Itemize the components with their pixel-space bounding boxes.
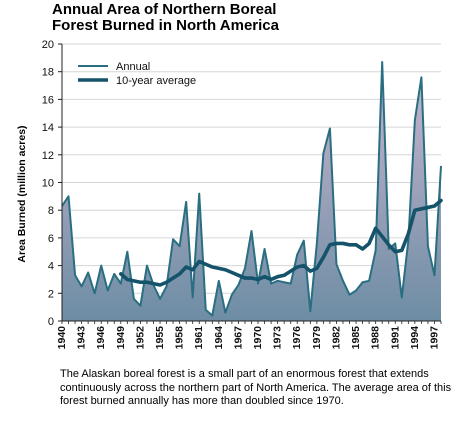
x-tick-label: 1946 [95,326,107,350]
x-tick-label: 1985 [350,326,362,350]
average-series-line [119,198,443,287]
y-axis-label: Area Burned (million acres) [16,125,28,263]
y-tick-label: 14 [42,122,54,134]
y-tick-label: 4 [48,261,54,273]
x-tick-label: 1997 [428,326,440,350]
chart-title: Annual Area of Northern Boreal Forest Bu… [52,2,279,34]
annual-area-fill [62,62,441,321]
plot-area [61,61,443,321]
x-tick-label: 1991 [389,326,401,350]
axes: 0 2 4 6 8 10 12 14 16 18 20 1940 1943 1946 1949 1952 195… [42,39,442,350]
y-tick-label: 16 [42,94,54,106]
x-tick-label: 1964 [213,326,225,350]
y-tick-label: 12 [42,150,54,162]
y-tick-label: 18 [42,67,54,79]
x-tick-label: 1952 [134,326,146,350]
x-tick-label: 1961 [193,326,205,350]
x-tick-label: 1994 [409,326,421,350]
caption: The Alaskan boreal forest is a small par… [60,368,452,407]
x-tick-label: 1976 [291,326,303,350]
chart-title-line-2: Forest Burned in North America [52,17,279,34]
x-tick-label: 1982 [330,326,342,350]
legend-average-label: 10-year average [116,75,196,87]
x-tick-label: 1955 [154,326,166,350]
x-tick-label: 1949 [115,326,127,350]
y-tick-label: 10 [42,178,54,190]
x-tick-label: 1967 [232,326,244,350]
y-tick-label: 2 [48,288,54,300]
y-tick-label: 8 [48,205,54,217]
legend-annual-label: Annual [116,61,150,73]
legend: Annual 10-year average [78,61,196,87]
x-tick-label: 1979 [311,326,323,350]
x-tick-label: 1988 [370,326,382,350]
x-tick-label: 1940 [56,326,68,350]
annual-series-line [61,61,442,317]
x-tick-label: 1958 [174,326,186,350]
x-tick-label: 1943 [76,326,88,350]
y-tick-label: 6 [48,233,54,245]
y-tick-label: 20 [42,39,54,51]
chart-title-line-1: Annual Area of Northern Boreal [52,1,277,18]
x-tick-label: 1973 [272,326,284,350]
x-tick-label: 1970 [252,326,264,350]
y-tick-label: 0 [48,316,54,328]
chart-svg: 0 2 4 6 8 10 12 14 16 18 20 1940 1943 1946 1949 1952 195… [42,39,443,350]
